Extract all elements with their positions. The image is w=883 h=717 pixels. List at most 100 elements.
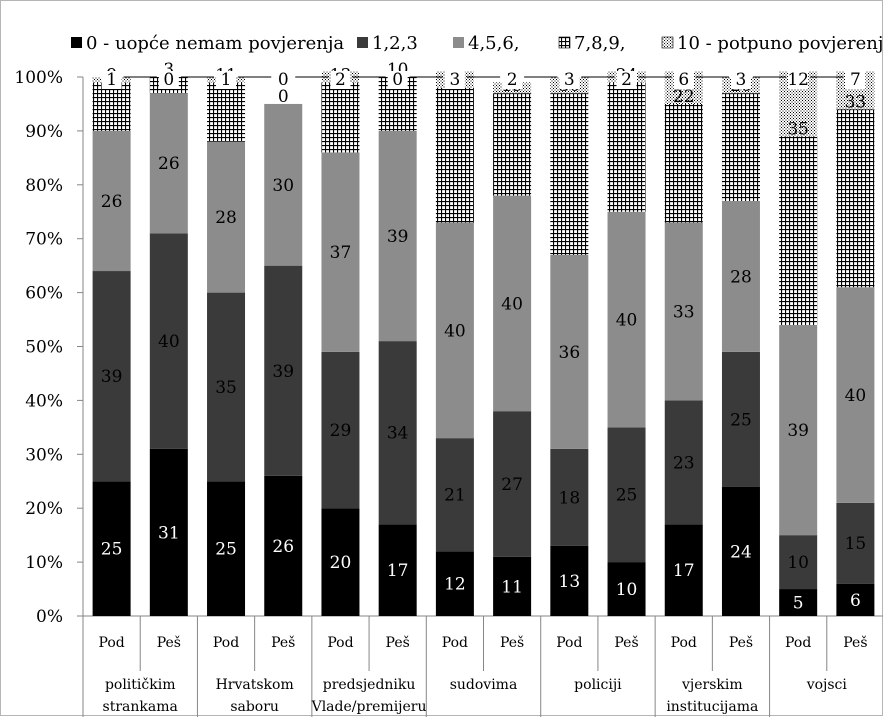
bar-segment: [550, 545, 589, 616]
bar-segment: [264, 265, 303, 476]
data-label: 25: [101, 540, 123, 560]
data-label: 40: [616, 311, 638, 331]
data-label: 25: [730, 410, 752, 430]
bar-segment: [435, 222, 474, 439]
x-tick-label: Pod: [785, 635, 811, 651]
group-label: vjerskim: [681, 677, 743, 693]
x-tick-label: Pod: [671, 635, 697, 651]
data-label: 12: [444, 575, 466, 595]
x-tick-label: Pod: [327, 635, 353, 651]
x-tick-label: Peš: [843, 634, 867, 651]
x-tick-label: Peš: [729, 634, 753, 651]
bar-segment: [836, 109, 875, 288]
bar-segment: [378, 130, 417, 342]
legend-label: 4,5,6,: [468, 33, 520, 54]
legend-label: 1,2,3: [372, 33, 418, 54]
y-tick-label: 0%: [36, 607, 63, 627]
y-tick-label: 70%: [25, 230, 63, 250]
data-labels: 2539269131402630253528111263930002029371…: [101, 60, 866, 614]
data-label: 3: [449, 70, 460, 90]
bar-segment: [721, 351, 760, 487]
data-label: 40: [501, 294, 523, 314]
data-label: 5: [793, 594, 804, 614]
label-background: [444, 71, 465, 89]
data-label: 3: [564, 70, 575, 90]
data-label: 29: [330, 421, 352, 441]
label-background: [845, 71, 866, 89]
legend-swatch: [453, 37, 464, 48]
legend-swatch: [661, 36, 674, 49]
label-background: [158, 71, 179, 89]
label-background: [673, 71, 694, 89]
data-label: 28: [215, 208, 237, 228]
bar-segment: [435, 438, 474, 552]
group-label: predsjedniku: [323, 677, 416, 693]
data-label: 2: [507, 70, 518, 90]
x-tick-label: Pod: [98, 635, 124, 651]
data-label: 39: [787, 421, 809, 441]
bar-segment: [836, 583, 875, 616]
bar-segment: [435, 551, 474, 616]
bar-segment: [435, 87, 474, 223]
data-label: 40: [444, 321, 466, 341]
label-background: [216, 71, 237, 89]
group-label: Vlade/premijeru: [311, 699, 427, 715]
data-label: 1: [106, 70, 117, 90]
legend-swatch: [357, 37, 368, 48]
data-label: 2: [621, 70, 632, 90]
label-background: [273, 71, 294, 89]
data-label: 17: [673, 561, 695, 581]
bar-segment: [321, 82, 360, 153]
data-label: 7: [850, 70, 861, 90]
bar-segment: [493, 195, 532, 412]
y-tick-label: 60%: [25, 284, 63, 304]
group-label: policiji: [574, 677, 622, 693]
bar-segment: [721, 486, 760, 616]
data-label: 34: [387, 424, 409, 444]
data-label: 13: [559, 572, 581, 592]
group-label: sudovima: [450, 677, 518, 693]
bar-segment: [321, 152, 360, 352]
bar-segment: [321, 351, 360, 509]
y-tick-label: 10%: [25, 553, 63, 573]
y-tick-label: 30%: [25, 445, 63, 465]
x-tick-label: Peš: [157, 634, 181, 651]
bar-segment: [664, 400, 703, 525]
group-label: institucijama: [666, 699, 758, 715]
bar-segment: [607, 211, 646, 428]
data-label: 23: [673, 453, 695, 473]
bar-segment: [664, 524, 703, 616]
bar-segment: [149, 233, 188, 449]
data-label: 0: [278, 70, 289, 90]
y-tick-label: 80%: [25, 176, 63, 196]
bar-segment: [779, 136, 818, 325]
data-label: 39: [387, 227, 409, 247]
data-label: 40: [158, 332, 180, 352]
data-label: 25: [215, 540, 237, 560]
data-label: 17: [387, 561, 409, 581]
label-background: [559, 71, 580, 89]
y-tick-label: 90%: [25, 122, 63, 142]
data-label: 0: [163, 70, 174, 90]
x-tick-label: Pod: [213, 635, 239, 651]
data-label: 6: [678, 70, 689, 90]
data-label: 1: [221, 70, 232, 90]
data-label: 31: [158, 523, 180, 543]
data-label: 0: [278, 87, 289, 107]
data-label: 3: [163, 60, 174, 80]
data-label: 26: [158, 154, 180, 174]
axes: 0% 10% 20% 30% 40% 50% 60% 70% 80% 90% 100% Pod Peš P…: [14, 68, 883, 717]
data-label: 18: [559, 488, 581, 508]
legend-swatch: [71, 37, 82, 48]
bar-segment: [149, 448, 188, 616]
bar-segment: [92, 82, 131, 131]
data-label: 10: [787, 553, 809, 573]
bar-segment: [378, 341, 417, 525]
legend-label: 10 - potpuno povjerenje: [677, 33, 883, 54]
label-background: [730, 71, 751, 89]
legend-label: 7,8,9,: [574, 33, 626, 54]
bar-segment: [207, 481, 246, 616]
data-label: 10: [616, 580, 638, 600]
bar-segment: [378, 524, 417, 616]
